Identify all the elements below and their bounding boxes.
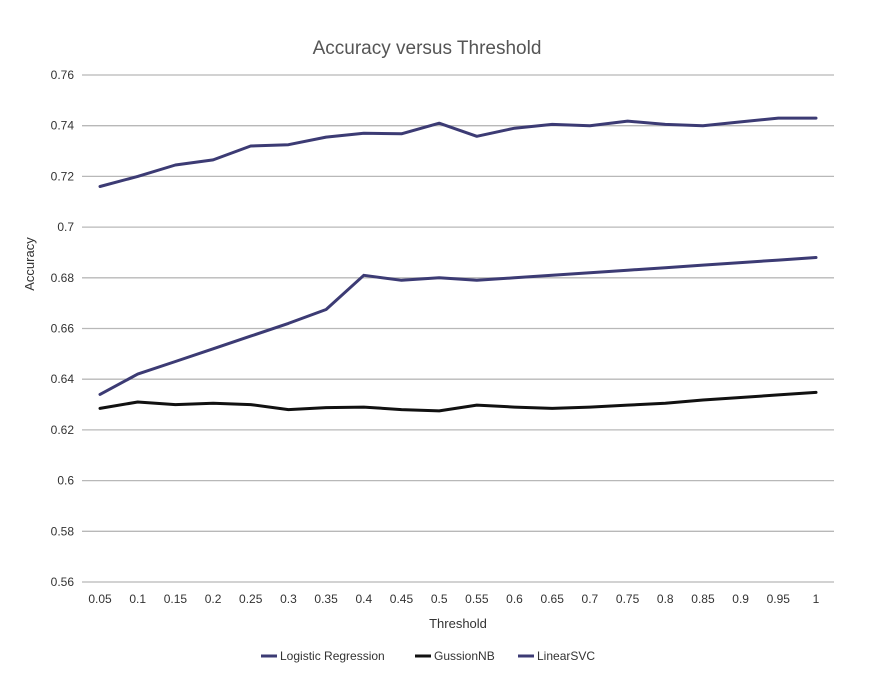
series-lines xyxy=(98,116,818,413)
x-tick-label: 0.55 xyxy=(465,592,489,606)
y-tick-label: 0.58 xyxy=(51,524,75,538)
x-tick-label: 0.25 xyxy=(239,592,263,606)
y-tick-label: 0.74 xyxy=(51,119,75,133)
x-tick-label: 1 xyxy=(813,592,820,606)
x-tick-label: 0.05 xyxy=(88,592,112,606)
x-tick-label: 0.65 xyxy=(541,592,565,606)
legend-label-logistic-regression: Logistic Regression xyxy=(280,649,385,663)
x-tick-label: 0.6 xyxy=(506,592,523,606)
x-tick-label: 0.3 xyxy=(280,592,297,606)
series-line-linearsvc xyxy=(98,116,818,188)
series-line-logistic-regression xyxy=(98,256,818,396)
y-tick-label: 0.72 xyxy=(51,169,75,183)
y-tick-label: 0.64 xyxy=(51,372,75,386)
y-tick-label: 0.76 xyxy=(51,68,75,82)
series-line-gussionnb xyxy=(98,390,818,413)
y-tick-label: 0.6 xyxy=(57,474,74,488)
y-tick-label: 0.56 xyxy=(51,575,75,589)
x-axis-ticks: 0.05 0.1 0.15 0.2 0.25 0.3 0.35 0.4 0.45 0.5 0.55 0… xyxy=(88,592,819,606)
y-axis-ticks: 0.56 0.58 0.6 0.62 0.64 0.66 0.68 0.7 0.72 0.74 0.… xyxy=(51,68,75,589)
legend-label-gussionnb: GussionNB xyxy=(434,649,495,663)
y-tick-label: 0.7 xyxy=(57,220,74,234)
x-tick-label: 0.85 xyxy=(691,592,715,606)
x-tick-label: 0.9 xyxy=(732,592,749,606)
y-tick-label: 0.66 xyxy=(51,322,75,336)
x-tick-label: 0.75 xyxy=(616,592,640,606)
legend: Logistic Regression GussionNB LinearSVC xyxy=(261,649,595,663)
x-tick-label: 0.5 xyxy=(431,592,448,606)
x-tick-label: 0.2 xyxy=(205,592,222,606)
gridlines xyxy=(82,74,834,583)
x-tick-label: 0.45 xyxy=(390,592,414,606)
x-axis-label: Threshold xyxy=(429,616,487,631)
x-tick-label: 0.1 xyxy=(129,592,146,606)
x-tick-label: 0.4 xyxy=(355,592,372,606)
x-tick-label: 0.8 xyxy=(657,592,674,606)
y-axis-label: Accuracy xyxy=(22,237,37,291)
x-tick-label: 0.35 xyxy=(314,592,338,606)
y-tick-label: 0.68 xyxy=(51,271,75,285)
y-tick-label: 0.62 xyxy=(51,423,75,437)
legend-label-linearsvc: LinearSVC xyxy=(537,649,595,663)
x-tick-label: 0.7 xyxy=(582,592,599,606)
x-tick-label: 0.95 xyxy=(767,592,791,606)
x-tick-label: 0.15 xyxy=(164,592,188,606)
chart-title: Accuracy versus Threshold xyxy=(313,38,542,59)
